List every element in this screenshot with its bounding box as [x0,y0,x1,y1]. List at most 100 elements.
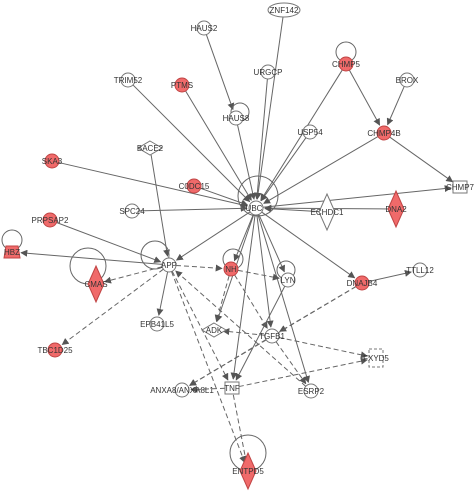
node-label-lyn: LYN [281,276,296,285]
node-label-haus8: HAUS8 [223,114,250,123]
node-label-mhc: NH [225,265,237,274]
edge-haus2-to-haus8 [205,34,235,111]
node-shape-dna2 [387,189,405,229]
edge-tgfb1-to-fxyd5 [278,336,368,359]
node-shape-prpsap2 [42,212,58,228]
nodes-layer: ZNF142 HAUS2 CHMP5 TRIM52 PTMS URGCP BROX HAUS8… [3,2,474,491]
node-shape-usp54 [302,124,318,140]
edge-chmp5-to-chmp4b [348,69,381,126]
edge-echdc1-to-ubc [264,205,321,213]
node-label-adk: ADK [206,326,223,335]
node-label-cddc15: C0DC15 [179,182,210,191]
node-adk[interactable]: ADK [201,322,227,338]
edges-layer [20,16,454,464]
node-bace2[interactable]: BACE2 [137,140,164,156]
node-label-esrp2: ESRP2 [298,387,325,396]
node-haus2[interactable]: HAUS2 [191,20,218,36]
node-dnajb4[interactable]: DNAJB4 [347,275,378,291]
node-brox[interactable]: BROX [396,72,419,88]
node-shape-znf142 [267,2,301,18]
node-shape-ptms [174,77,190,93]
node-trim52[interactable]: TRIM52 [114,72,143,88]
edge-mhc-to-adk [214,275,230,323]
edge-lyn-to-tnf [235,285,286,381]
node-shape-adk [201,322,227,338]
node-ptms[interactable]: PTMS [171,77,193,93]
node-shape-cmas [87,264,105,304]
node-epb41l5[interactable]: EPB41L5 [140,316,174,332]
node-chmp7[interactable]: CHMP7 [446,180,474,194]
node-app[interactable]: APP [161,257,177,273]
edge-tnf-to-fxyd5 [238,357,368,388]
node-shape-mhc [223,261,239,277]
edge-urgcp-to-ubc [253,78,268,200]
edge-ubc-to-tnf [230,214,256,380]
node-esrp2[interactable]: ESRP2 [298,383,325,399]
node-label-ptms: PTMS [171,81,193,90]
node-entpd5[interactable]: ENTPD5 [232,451,264,491]
node-haus8[interactable]: HAUS8 [223,110,250,126]
edge-app-to-mhc [175,264,223,272]
node-lyn[interactable]: LYN [280,272,296,288]
edge-ubc-to-app [175,211,251,261]
node-cddc15[interactable]: C0DC15 [179,178,210,194]
edge-ubc-to-lyn [258,214,285,273]
node-shape-trim52 [120,72,136,88]
node-spc24[interactable]: SPC24 [119,203,145,219]
node-usp54[interactable]: USP54 [297,124,323,140]
node-shape-urgcp [260,64,276,80]
node-label-dnajb4: DNAJB4 [347,279,378,288]
node-label-bace2: BACE2 [137,144,164,153]
node-chmp4b[interactable]: CHMP4B [367,125,401,141]
node-label-cmas: CMAS [84,280,107,289]
node-prpsap2[interactable]: PRPSAP2 [32,212,69,228]
edge-dnajb4-to-ttll12 [368,269,412,282]
node-znf142[interactable]: ZNF142 [267,2,301,18]
edge-znf142-to-ubc [254,16,284,200]
node-hbz[interactable]: HBZ [3,245,21,259]
edge-mhc-to-lyn [237,269,280,281]
node-label-ska3: SKA3 [42,157,63,166]
node-label-ubc: UBC [246,204,263,213]
node-ttll12[interactable]: TTLL12 [406,262,434,278]
node-ska3[interactable]: SKA3 [42,153,63,169]
node-chmp5[interactable]: CHMP5 [332,56,361,72]
edge-ptms-to-ubc [185,90,252,201]
node-fxyd5[interactable]: FXYD5 [363,348,389,368]
node-urgcp[interactable]: URGCP [254,64,283,80]
node-ubc[interactable]: UBC [246,200,264,216]
edge-tgfb1-to-adk [222,328,266,336]
node-cmas[interactable]: CMAS [84,264,108,304]
node-anxa8[interactable]: ANXA8/ANXA8L1 [150,382,214,398]
edge-trim52-to-ubc [132,84,251,203]
node-shape-app [161,257,177,273]
node-echdc1[interactable]: ECHDC1 [311,192,344,232]
edge-haus8-to-ubc [237,124,257,200]
edge-bace2-to-app [150,154,171,257]
edge-ubc-to-tgfb1 [256,214,274,328]
edge-chmp4b-to-ubc [263,136,379,204]
node-shape-echdc1 [318,192,336,232]
node-shape-hbz [3,245,21,259]
node-label-urgcp: URGCP [254,68,283,77]
node-label-haus2: HAUS2 [191,24,218,33]
node-label-ttll12: TTLL12 [406,266,434,275]
node-shape-bace2 [137,140,163,156]
node-shape-ubc [248,200,264,216]
edge-ubc-to-chmp7 [262,185,452,208]
node-dna2[interactable]: DNA2 [385,189,407,229]
node-shape-tgfb1 [264,328,280,344]
node-shape-brox [399,72,415,88]
node-mhc[interactable]: NH [223,261,239,277]
node-label-anxa8: ANXA8/ANXA8L1 [150,386,214,395]
node-shape-spc24 [124,203,140,219]
node-label-entpd5: ENTPD5 [232,467,264,476]
node-label-echdc1: ECHDC1 [311,208,344,217]
node-tgfb1[interactable]: TGFB1 [259,328,285,344]
edge-app-to-hbz [20,249,163,265]
node-tnf[interactable]: TNF [224,381,240,395]
edge-app-to-entpd5 [171,271,246,464]
node-shape-ska3 [44,153,60,169]
node-tbc1d25[interactable]: TBC1D25 [37,342,73,358]
edge-ska3-to-ubc [58,162,248,208]
